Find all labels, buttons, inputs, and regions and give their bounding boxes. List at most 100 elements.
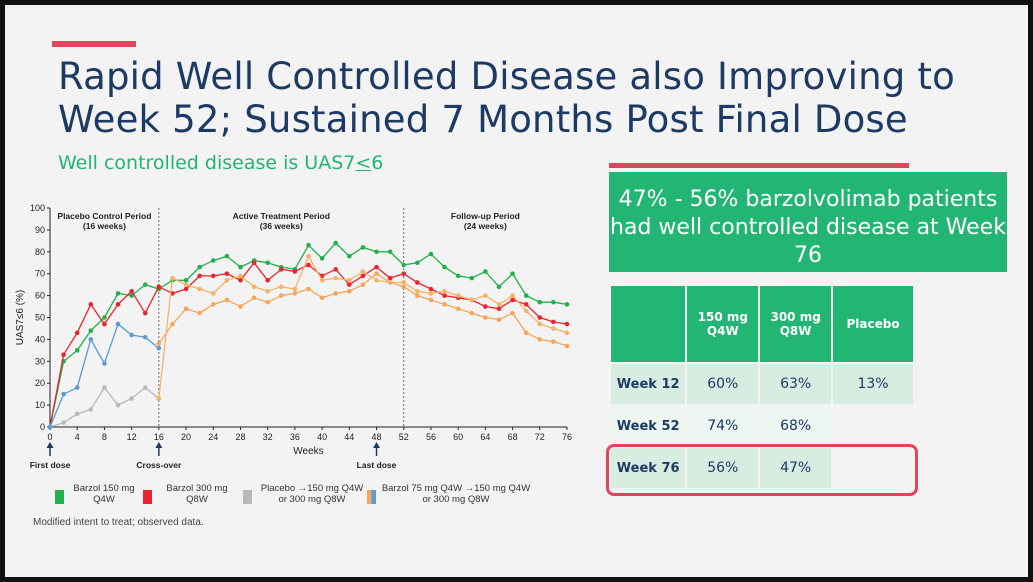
cell-150mg: 74%	[687, 406, 759, 446]
data-point	[469, 275, 475, 281]
data-point	[347, 253, 352, 259]
table-header-placebo: Placebo	[833, 286, 913, 362]
data-point	[523, 293, 529, 298]
legend-swatch	[243, 490, 252, 504]
data-point	[523, 330, 529, 336]
x-tick-label: 72	[535, 432, 545, 442]
slide-title: Rapid Well Controlled Disease also Impro…	[58, 55, 955, 141]
data-point	[551, 339, 556, 344]
table-header-300mg: 300 mg Q8W	[760, 286, 832, 362]
data-point	[387, 280, 393, 285]
slide-subtitle: Well controlled disease is UAS7<6	[58, 152, 383, 174]
data-point	[401, 271, 407, 276]
data-point	[510, 310, 515, 316]
y-tick-label: 60	[35, 291, 45, 301]
table-row: Week 52 74% 68%	[611, 406, 913, 446]
data-point	[428, 291, 434, 296]
cell-placebo: 13%	[833, 364, 913, 404]
data-point	[142, 334, 148, 340]
data-point	[183, 282, 189, 287]
data-point	[319, 277, 325, 283]
data-point	[469, 310, 475, 316]
data-point	[115, 302, 121, 307]
subtitle-lte-symbol: <	[355, 152, 372, 174]
data-point	[564, 343, 570, 349]
data-point	[129, 396, 134, 401]
data-point	[523, 302, 529, 307]
table-row: Week 12 60% 63% 13%	[611, 364, 913, 404]
marker-arrow-head	[46, 442, 54, 448]
data-point	[183, 306, 189, 312]
footnote: Modified intent to treat; observed data.	[33, 517, 204, 528]
data-point	[74, 411, 80, 417]
x-tick-label: 20	[181, 432, 191, 442]
legend-label: Barzol 75 mg Q4W →150 mg Q4W or 300 mg Q…	[381, 483, 531, 505]
y-tick-label: 30	[35, 356, 45, 366]
data-point	[74, 385, 80, 390]
subtitle-text: Well controlled disease is UAS7	[58, 152, 356, 174]
data-point	[469, 297, 475, 303]
y-tick-label: 0	[40, 422, 45, 432]
slide: Rapid Well Controlled Disease also Impro…	[5, 5, 1028, 577]
data-point	[142, 282, 148, 287]
data-point	[102, 361, 107, 366]
data-point	[551, 319, 556, 325]
x-tick-label: 12	[127, 432, 137, 442]
table-header-150mg: 150 mg Q4W	[687, 286, 759, 362]
data-point	[537, 321, 543, 327]
y-tick-label: 100	[30, 203, 45, 213]
data-point	[156, 284, 162, 290]
data-point	[88, 328, 94, 333]
data-point	[523, 308, 529, 314]
data-point	[156, 345, 162, 351]
data-point	[224, 271, 230, 276]
period-sublabel: (36 weeks)	[260, 221, 303, 231]
data-point	[496, 306, 502, 312]
data-point	[102, 385, 107, 390]
data-point	[238, 277, 243, 283]
data-point	[129, 288, 134, 294]
data-point	[442, 293, 447, 298]
data-point	[483, 304, 488, 309]
data-point	[224, 297, 230, 303]
table-row: Week 76 56% 47%	[611, 448, 913, 488]
data-point	[278, 293, 284, 298]
legend-swatch	[143, 490, 152, 504]
data-point	[374, 271, 379, 276]
y-tick-label: 40	[35, 334, 45, 344]
x-tick-label: 28	[235, 432, 245, 442]
data-point	[455, 306, 461, 312]
y-tick-label: 10	[35, 400, 45, 410]
data-point	[88, 337, 94, 342]
results-table: 150 mg Q4W 300 mg Q8W Placebo Week 12 60…	[609, 284, 915, 490]
data-point	[224, 277, 230, 283]
data-point	[156, 341, 162, 347]
data-point	[224, 253, 230, 259]
data-point	[238, 273, 243, 279]
data-point	[387, 249, 393, 255]
cell-300mg: 63%	[760, 364, 832, 404]
x-tick-label: 44	[344, 432, 354, 442]
data-point	[360, 269, 366, 274]
x-axis-label: Weeks	[293, 446, 323, 457]
data-point	[197, 273, 202, 279]
data-point	[415, 280, 420, 285]
data-point	[551, 299, 556, 305]
data-point	[170, 321, 175, 327]
data-point	[483, 293, 488, 298]
subtitle-value: 6	[371, 152, 384, 174]
x-tick-label: 68	[508, 432, 518, 442]
cell-150mg: 60%	[687, 364, 759, 404]
x-tick-label: 36	[290, 432, 300, 442]
data-point	[496, 317, 502, 322]
data-point	[306, 242, 311, 248]
y-tick-label: 90	[35, 225, 45, 235]
data-point	[374, 277, 379, 283]
data-point	[360, 282, 366, 287]
data-point	[442, 264, 447, 270]
callout-accent-bar	[609, 163, 909, 168]
data-point	[455, 293, 461, 298]
callout-box: 47% - 56% barzolvolimab patients had wel…	[609, 172, 1007, 272]
cell-placebo	[833, 406, 913, 446]
